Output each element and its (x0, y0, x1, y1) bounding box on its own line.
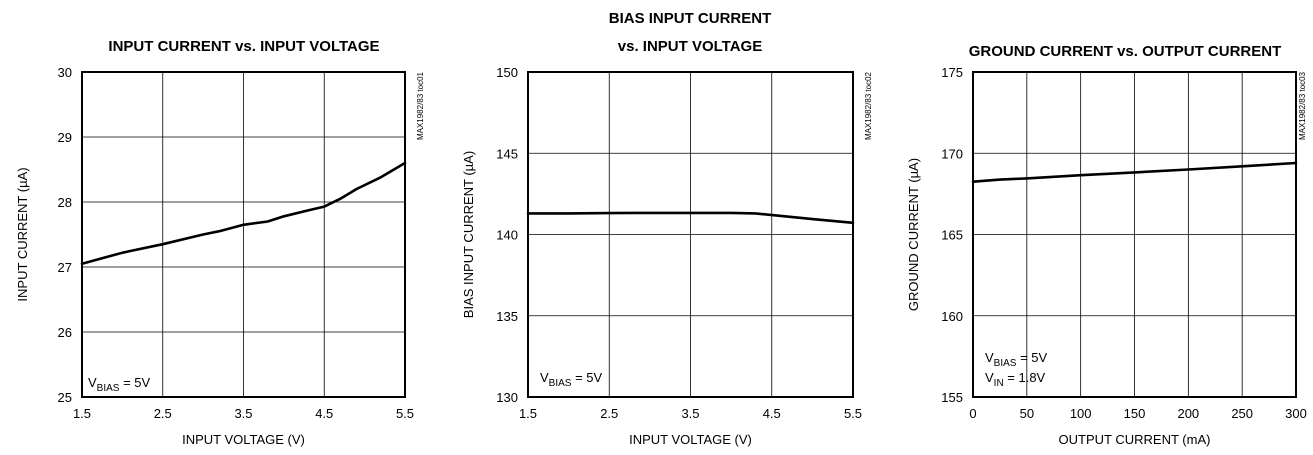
annotation-part: = 5V (1016, 350, 1047, 365)
y-tick-label: 155 (941, 390, 963, 405)
y-tick-label: 30 (58, 65, 72, 80)
chart-2: BIAS INPUT CURRENT vs. INPUT VOLTAGE 1.5 2.… (461, 10, 873, 447)
y-tick-label: 26 (58, 325, 72, 340)
annotation-part: V (985, 370, 994, 385)
annotation-part: BIAS (994, 358, 1017, 369)
chart-title: INPUT CURRENT vs. INPUT VOLTAGE (108, 38, 379, 55)
annotation-part: IN (994, 378, 1004, 389)
figure-id: MAX1982/83 toc03 (1298, 71, 1307, 140)
annotation-part: = 5V (119, 375, 150, 390)
plot-frame (527, 71, 854, 398)
series-line (971, 161, 1298, 183)
chart-title: vs. INPUT VOLTAGE (618, 38, 762, 55)
x-tick-label: 1.5 (73, 406, 91, 421)
chart-3: GROUND CURRENT vs. OUTPUT CURRENT 0 50 100 1… (906, 43, 1307, 447)
y-tick-label: 28 (58, 195, 72, 210)
x-tick-label: 5.5 (844, 406, 862, 421)
y-axis-label: GROUND CURRENT (µA) (906, 158, 921, 311)
series-line (526, 211, 855, 225)
x-tick-label: 2.5 (154, 406, 172, 421)
series-line (80, 161, 407, 266)
condition-annotation: VBIAS = 5V (985, 350, 1048, 369)
x-axis-label: OUTPUT CURRENT (mA) (1059, 432, 1211, 447)
figure-id: MAX1982/83 toc02 (864, 71, 873, 140)
condition-annotation: VBIAS = 5V (88, 375, 151, 394)
x-tick-label: 1.5 (519, 406, 537, 421)
y-tick-label: 145 (496, 146, 518, 161)
x-tick-label: 300 (1285, 406, 1307, 421)
y-tick-label: 29 (58, 130, 72, 145)
y-tick-label: 135 (496, 309, 518, 324)
x-tick-label: 4.5 (763, 406, 781, 421)
x-axis-label: INPUT VOLTAGE (V) (182, 432, 305, 447)
y-tick-label: 150 (496, 65, 518, 80)
x-tick-label: 200 (1177, 406, 1199, 421)
x-tick-label: 3.5 (681, 406, 699, 421)
x-tick-label: 50 (1020, 406, 1034, 421)
y-tick-label: 175 (941, 65, 963, 80)
annotation-part: = 5V (571, 370, 602, 385)
y-tick-label: 140 (496, 228, 518, 243)
plot-frame (972, 71, 1297, 398)
y-axis-label: INPUT CURRENT (µA) (15, 167, 30, 301)
plot-frame (81, 71, 406, 398)
condition-annotation: VBIAS = 5V (540, 370, 603, 389)
chart-title: GROUND CURRENT vs. OUTPUT CURRENT (969, 43, 1282, 60)
y-tick-label: 130 (496, 390, 518, 405)
x-tick-label: 5.5 (396, 406, 414, 421)
y-tick-label: 165 (941, 228, 963, 243)
x-tick-label: 4.5 (315, 406, 333, 421)
x-tick-label: 3.5 (234, 406, 252, 421)
chart-1: INPUT CURRENT vs. INPUT VOLTAGE 1.5 2.5 3.5… (15, 38, 425, 447)
y-tick-label: 27 (58, 260, 72, 275)
x-tick-label: 100 (1070, 406, 1092, 421)
annotation-part: BIAS (549, 378, 572, 389)
x-tick-label: 250 (1231, 406, 1253, 421)
x-tick-label: 0 (969, 406, 976, 421)
annotation-part: = 1.8V (1004, 370, 1046, 385)
y-tick-label: 160 (941, 309, 963, 324)
annotation-part: V (88, 375, 97, 390)
figure-id: MAX1982/83 toc01 (416, 71, 425, 140)
x-tick-label: 2.5 (600, 406, 618, 421)
x-tick-label: 150 (1124, 406, 1146, 421)
y-axis-label: BIAS INPUT CURRENT (µA) (461, 151, 476, 318)
annotation-part: V (985, 350, 994, 365)
y-tick-label: 25 (58, 390, 72, 405)
chart-title: BIAS INPUT CURRENT (609, 10, 772, 27)
annotation-part: BIAS (97, 383, 120, 394)
annotation-part: V (540, 370, 549, 385)
condition-annotation: VIN = 1.8V (985, 370, 1046, 389)
y-tick-label: 170 (941, 146, 963, 161)
x-axis-label: INPUT VOLTAGE (V) (629, 432, 752, 447)
